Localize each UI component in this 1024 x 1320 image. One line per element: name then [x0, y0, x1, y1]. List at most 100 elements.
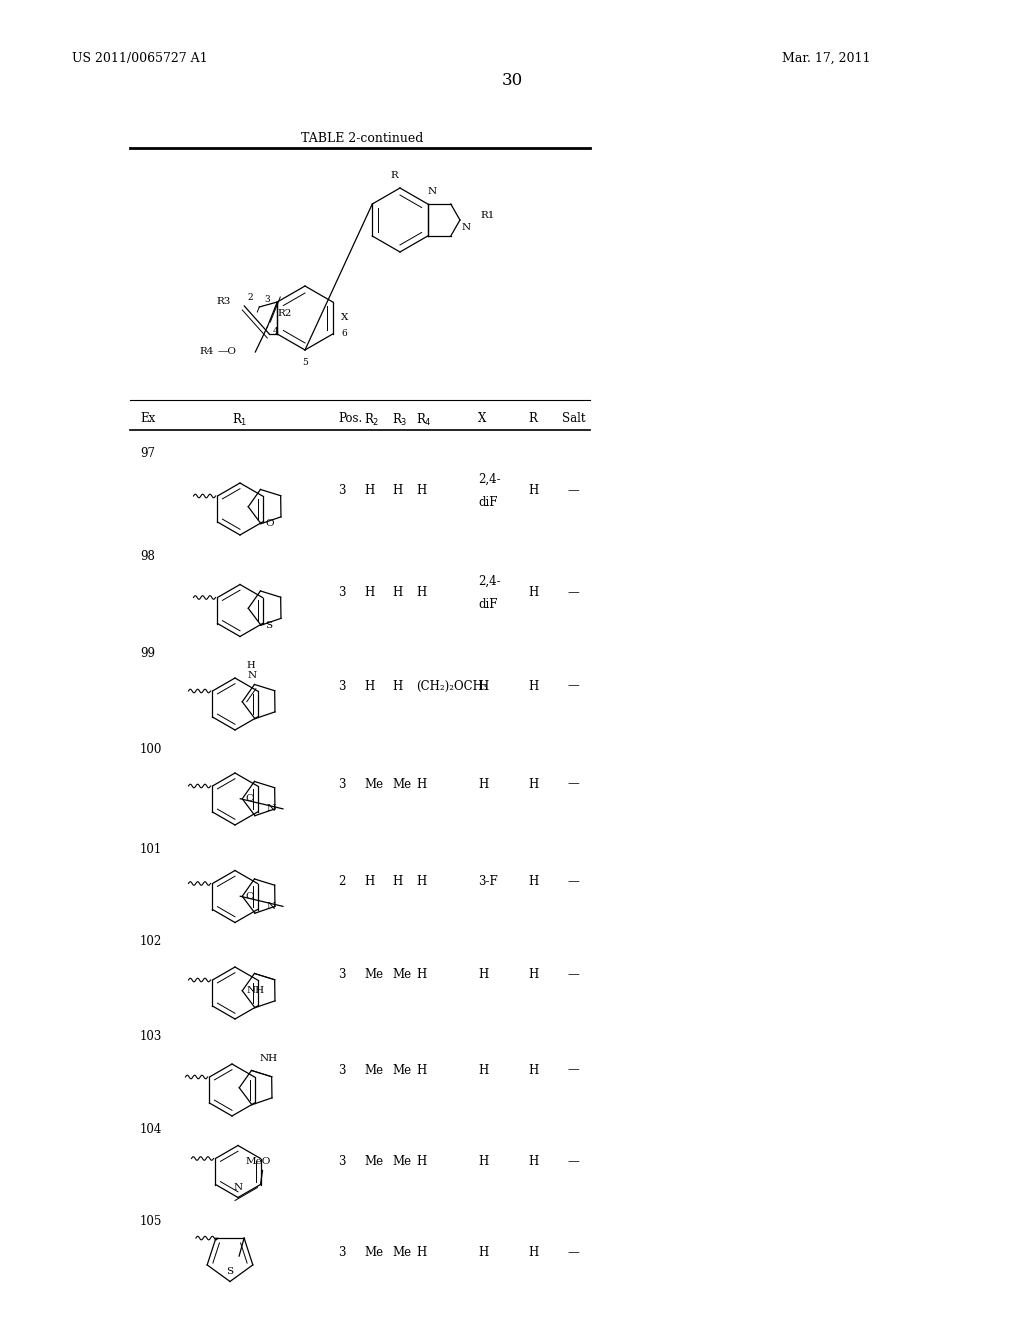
Text: H: H	[528, 586, 539, 599]
Text: O: O	[265, 519, 273, 528]
Text: Me: Me	[392, 1064, 411, 1077]
Text: H: H	[478, 680, 488, 693]
Text: —: —	[567, 484, 579, 498]
Text: N: N	[462, 223, 471, 232]
Text: 103: 103	[140, 1030, 163, 1043]
Text: Salt: Salt	[562, 412, 586, 425]
Text: MeO: MeO	[246, 1158, 271, 1166]
Text: R1: R1	[480, 210, 495, 219]
Text: Pos.: Pos.	[338, 412, 362, 425]
Text: N: N	[428, 187, 437, 197]
Text: 101: 101	[140, 843, 162, 855]
Text: H: H	[528, 484, 539, 498]
Text: O: O	[246, 795, 254, 804]
Text: 2: 2	[338, 875, 345, 888]
Text: Me: Me	[392, 969, 411, 982]
Text: H: H	[478, 1155, 488, 1168]
Text: 104: 104	[140, 1123, 163, 1137]
Text: H: H	[528, 1064, 539, 1077]
Text: 3: 3	[264, 294, 270, 304]
Text: Me: Me	[364, 1246, 383, 1259]
Text: H: H	[416, 1064, 426, 1077]
Text: H: H	[364, 484, 374, 498]
Text: 99: 99	[140, 647, 155, 660]
Text: S: S	[265, 620, 272, 630]
Text: —: —	[567, 586, 579, 599]
Text: Me: Me	[392, 777, 411, 791]
Text: H: H	[478, 1064, 488, 1077]
Text: H: H	[528, 777, 539, 791]
Text: Me: Me	[392, 1246, 411, 1259]
Text: H: H	[392, 875, 402, 888]
Text: H: H	[392, 680, 402, 693]
Text: X: X	[341, 314, 348, 322]
Text: —: —	[567, 1155, 579, 1168]
Text: Mar. 17, 2011: Mar. 17, 2011	[782, 51, 870, 65]
Text: Me: Me	[364, 777, 383, 791]
Text: Me: Me	[364, 1064, 383, 1077]
Text: diF: diF	[478, 496, 498, 510]
Text: N: N	[233, 1183, 243, 1192]
Text: —: —	[567, 680, 579, 693]
Text: H: H	[416, 969, 426, 982]
Text: R$_4$: R$_4$	[416, 412, 432, 428]
Text: 4: 4	[272, 327, 279, 337]
Text: R$_3$: R$_3$	[392, 412, 408, 428]
Text: R4: R4	[200, 347, 214, 356]
Text: H: H	[416, 1155, 426, 1168]
Text: —: —	[567, 969, 579, 982]
Text: 3: 3	[338, 1246, 345, 1259]
Text: —: —	[567, 1246, 579, 1259]
Text: TABLE 2-continued: TABLE 2-continued	[301, 132, 423, 145]
Text: R: R	[390, 172, 397, 180]
Text: 3: 3	[338, 680, 345, 693]
Text: H: H	[246, 661, 255, 671]
Text: H: H	[364, 586, 374, 599]
Text: 3: 3	[338, 586, 345, 599]
Text: 6: 6	[341, 330, 347, 338]
Text: —O: —O	[217, 347, 237, 356]
Text: H: H	[416, 777, 426, 791]
Text: 3: 3	[338, 1064, 345, 1077]
Text: 98: 98	[140, 550, 155, 564]
Text: H: H	[528, 680, 539, 693]
Text: N: N	[248, 671, 257, 680]
Text: H: H	[528, 875, 539, 888]
Text: 97: 97	[140, 447, 155, 459]
Text: 3-F: 3-F	[478, 875, 498, 888]
Text: NH: NH	[246, 986, 264, 995]
Text: R3: R3	[217, 297, 231, 306]
Text: H: H	[392, 484, 402, 498]
Text: H: H	[416, 484, 426, 498]
Text: H: H	[528, 969, 539, 982]
Text: H: H	[478, 1246, 488, 1259]
Text: US 2011/0065727 A1: US 2011/0065727 A1	[72, 51, 208, 65]
Text: N: N	[267, 902, 276, 911]
Text: H: H	[416, 586, 426, 599]
Text: Me: Me	[392, 1155, 411, 1168]
Text: H: H	[478, 777, 488, 791]
Text: diF: diF	[478, 598, 498, 610]
Text: Ex: Ex	[140, 412, 156, 425]
Text: H: H	[364, 680, 374, 693]
Text: 3: 3	[338, 1155, 345, 1168]
Text: 102: 102	[140, 935, 162, 948]
Text: Me: Me	[364, 1155, 383, 1168]
Text: 2,4-: 2,4-	[478, 574, 501, 587]
Text: H: H	[528, 1246, 539, 1259]
Text: 5: 5	[302, 358, 308, 367]
Text: —: —	[567, 875, 579, 888]
Text: H: H	[416, 875, 426, 888]
Text: O: O	[246, 892, 254, 900]
Text: 3: 3	[338, 777, 345, 791]
Text: R$_2$: R$_2$	[364, 412, 380, 428]
Text: R2: R2	[278, 309, 292, 318]
Text: Me: Me	[364, 969, 383, 982]
Text: R: R	[528, 412, 537, 425]
Text: NH: NH	[259, 1053, 278, 1063]
Text: 2,4-: 2,4-	[478, 473, 501, 486]
Text: H: H	[416, 1246, 426, 1259]
Text: 100: 100	[140, 743, 163, 756]
Text: N: N	[267, 804, 276, 813]
Text: 3: 3	[338, 969, 345, 982]
